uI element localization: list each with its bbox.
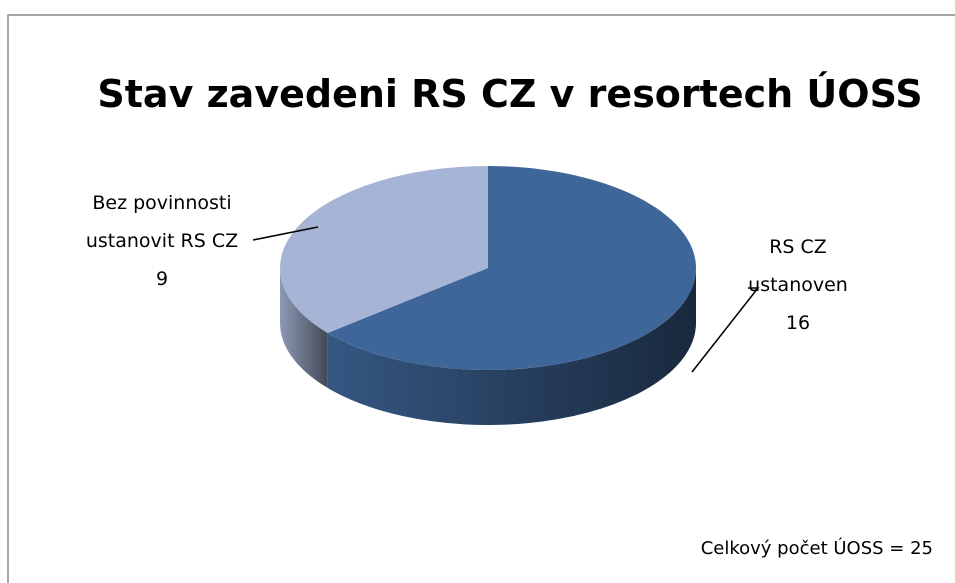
pie-slice-side — [327, 268, 696, 426]
slice-label: Bez povinnosti ustanovit RS CZ — [85, 192, 239, 252]
pie-slice — [280, 166, 488, 334]
chart-title: Stav zavedeni RS CZ v resortech ÚOSS — [97, 72, 923, 116]
annotation: Celkový počet ÚOSS = 25 — [700, 538, 933, 559]
slice-value: 9 — [155, 268, 169, 290]
slice-label: RS CZ ustanoven — [748, 236, 848, 296]
pie-slice-side — [280, 268, 328, 389]
slice-value: 16 — [785, 312, 811, 334]
pie-slice — [327, 166, 696, 370]
leader-line — [691, 287, 760, 373]
leader-line — [252, 226, 319, 241]
